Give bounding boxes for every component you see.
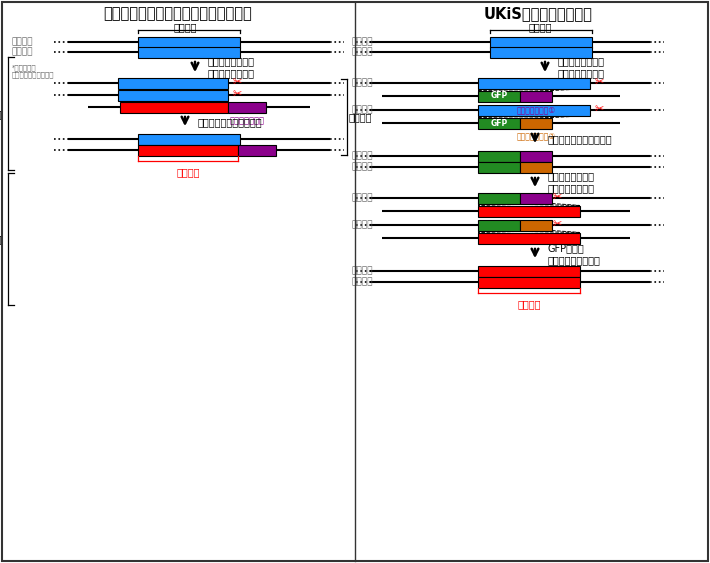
Text: 染色体２: 染色体２ xyxy=(352,163,373,172)
Text: ゲノム切断による
相同組換えの誘導: ゲノム切断による 相同組換えの誘導 xyxy=(558,56,605,78)
Text: ✂: ✂ xyxy=(552,219,562,229)
Text: ゲノム切断による
相同組換えの誘導: ゲノム切断による 相同組換えの誘導 xyxy=(548,171,595,193)
Text: ✂: ✂ xyxy=(594,104,604,114)
Bar xyxy=(478,162,520,172)
Text: 薬剤耐性遺伝子②: 薬剤耐性遺伝子② xyxy=(516,132,556,141)
Bar xyxy=(118,90,228,101)
Text: 染色体１: 染色体１ xyxy=(352,266,373,275)
Bar xyxy=(490,47,592,57)
Bar xyxy=(478,266,580,276)
Text: 染色体２: 染色体２ xyxy=(352,221,373,230)
Text: *同一染色体
（父あるいは母由来）: *同一染色体 （父あるいは母由来） xyxy=(12,64,55,78)
Bar xyxy=(478,233,580,244)
Bar xyxy=(478,193,520,203)
Text: 染色体２: 染色体２ xyxy=(352,278,373,287)
Bar xyxy=(520,150,552,162)
Bar xyxy=(228,101,266,113)
Text: ゲノム切断による
相同組換えの誘導: ゲノム切断による 相同組換えの誘導 xyxy=(208,56,255,78)
Text: 染色体１: 染色体１ xyxy=(352,194,373,203)
Bar xyxy=(138,133,240,145)
Bar xyxy=(478,91,520,101)
Bar xyxy=(520,193,552,203)
Bar xyxy=(138,145,238,155)
Bar xyxy=(520,118,552,128)
Bar xyxy=(238,145,276,155)
Text: 対象配列: 対象配列 xyxy=(173,22,197,32)
Text: １種類の薬剤による選択: １種類の薬剤による選択 xyxy=(198,117,263,127)
Bar xyxy=(490,37,592,47)
Text: 改変配列: 改変配列 xyxy=(518,299,541,309)
Text: UKiSによるゲノム改変: UKiSによるゲノム改変 xyxy=(484,7,592,21)
Text: 一般的な相同組換えによるゲノム改変: 一般的な相同組換えによるゲノム改変 xyxy=(104,7,252,21)
Text: ✂: ✂ xyxy=(232,77,241,87)
Text: 染色体２: 染色体２ xyxy=(352,47,373,56)
Text: 染色体１: 染色体１ xyxy=(352,151,373,160)
Text: 染色体１: 染色体１ xyxy=(352,78,373,87)
Bar xyxy=(520,162,552,172)
Text: ✂: ✂ xyxy=(552,192,562,202)
Bar xyxy=(120,101,228,113)
Bar xyxy=(520,91,552,101)
Text: 対象配列: 対象配列 xyxy=(528,22,552,32)
Bar xyxy=(138,47,240,57)
Text: GFP: GFP xyxy=(491,118,508,127)
Text: 染色体２: 染色体２ xyxy=(12,47,33,56)
Text: 第１段階: 第１段階 xyxy=(0,109,2,119)
Text: 第２段階: 第２段階 xyxy=(0,234,2,244)
Bar xyxy=(478,276,580,288)
Bar xyxy=(478,205,580,217)
Text: ✂: ✂ xyxy=(232,89,241,99)
Text: 染色体２: 染色体２ xyxy=(352,105,373,114)
Bar xyxy=(478,78,590,88)
Text: GFP: GFP xyxy=(491,92,508,101)
Bar xyxy=(478,150,520,162)
Bar xyxy=(478,220,520,230)
Text: GFP蛍光を
消失した細胞を選択: GFP蛍光を 消失した細胞を選択 xyxy=(548,243,601,265)
Text: 改変配列: 改変配列 xyxy=(176,167,200,177)
Bar xyxy=(478,118,520,128)
Text: 染色体１: 染色体１ xyxy=(352,38,373,47)
Text: 染色体１: 染色体１ xyxy=(12,38,33,47)
Text: 薬剤耐性遺伝子: 薬剤耐性遺伝子 xyxy=(229,116,265,125)
Text: 第１段階: 第１段階 xyxy=(349,112,373,122)
Text: ２種類の薬剤による選択: ２種類の薬剤による選択 xyxy=(548,134,613,144)
Bar xyxy=(520,220,552,230)
Text: ✂: ✂ xyxy=(594,77,604,87)
Bar xyxy=(478,105,590,115)
Bar xyxy=(118,78,228,88)
Text: 薬剤耐性遺伝子①: 薬剤耐性遺伝子① xyxy=(516,105,556,114)
Bar xyxy=(138,37,240,47)
